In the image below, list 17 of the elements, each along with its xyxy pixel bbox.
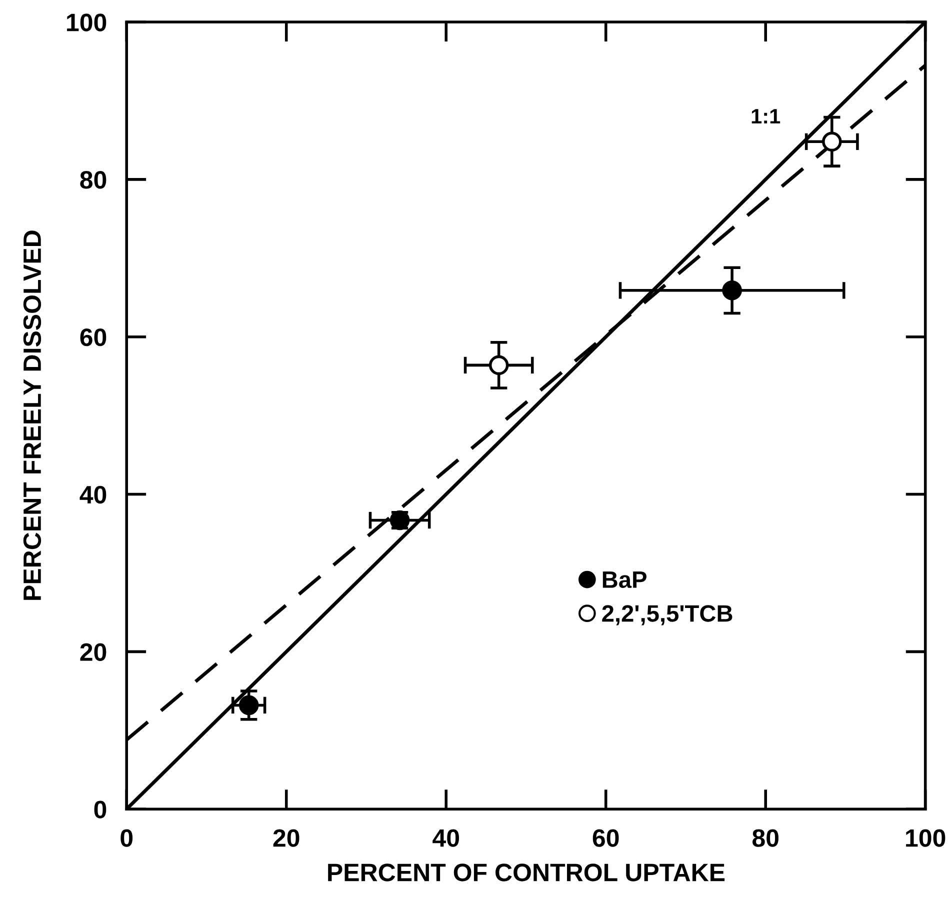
y-tick-label: 0 [94, 800, 106, 818]
x-tick-label: 60 [592, 829, 619, 847]
y-tick-label: 60 [80, 328, 106, 346]
legend-label: BaP [602, 572, 646, 588]
annotation: 1:1 [752, 109, 780, 124]
x-tick-label: 20 [273, 829, 300, 847]
y-tick-label: 20 [80, 643, 106, 661]
y-tick-label: 100 [67, 14, 106, 32]
x-tick-label: 100 [906, 829, 946, 847]
x-tick-label: 0 [120, 829, 133, 847]
y-tick-label: 80 [80, 171, 106, 189]
x-tick-label: 80 [752, 829, 778, 847]
x-tick-label: 40 [432, 829, 459, 847]
x-axis-title: PERCENT OF CONTROL UPTAKE [328, 864, 725, 882]
legend-label: 2,2ʹ,5,5ʹTCB [602, 605, 732, 626]
y-axis-title: PERCENT FREELY DISSOLVED [23, 230, 42, 600]
y-tick-label: 40 [80, 486, 106, 504]
